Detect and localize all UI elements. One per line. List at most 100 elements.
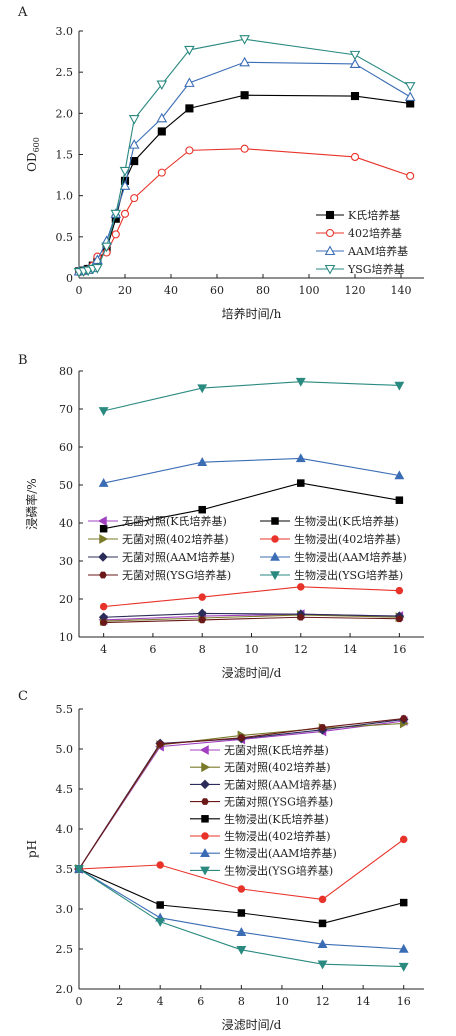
data-point <box>92 254 103 264</box>
chart-panel-b: B 10 20 30 40 50 60 70 80 4 6 8 10 12 14 16 浸滤时间/d 浸磷率/% 无… <box>18 353 424 680</box>
x-axis-label: 浸滤时间/d <box>222 1018 282 1032</box>
data-point <box>197 384 208 394</box>
legend-label: 无菌对照(K氏培养基) <box>224 743 329 757</box>
y-tick-label: 1.5 <box>56 149 74 162</box>
data-point <box>395 615 404 623</box>
data-point <box>399 835 408 844</box>
legend-label: 生物浸出(K氏培养基) <box>294 514 399 528</box>
y-tick-label: 3.5 <box>56 863 74 876</box>
panel-letter: B <box>18 353 28 368</box>
y-tick-label: 0.5 <box>56 231 74 244</box>
legend-label: 无菌对照(K氏培养基) <box>122 514 227 528</box>
panel-letter: A <box>17 5 28 20</box>
data-point <box>184 77 195 87</box>
legend-label: 生物浸出(YSG培养基) <box>224 863 333 877</box>
data-point <box>120 209 130 218</box>
legend-marker <box>200 779 210 790</box>
series-4 <box>73 35 416 278</box>
data-point <box>99 619 108 626</box>
legend-entry: 无菌对照(402培养基) <box>190 760 331 774</box>
legend-marker <box>324 264 336 275</box>
x-tick-label: 60 <box>210 284 224 297</box>
legend-entry: YSG培养基 <box>316 262 405 276</box>
x-tick-label: 100 <box>299 284 320 297</box>
legend-entry: 生物浸出(402培养基) <box>190 829 331 843</box>
data-point <box>128 139 140 149</box>
y-tick-label: 2.0 <box>56 107 74 120</box>
legend-marker <box>201 762 211 773</box>
legend-label: 无菌对照(AAM培养基) <box>122 550 235 564</box>
legend-marker <box>201 798 209 805</box>
x-tick-label: 6 <box>149 643 156 656</box>
data-point <box>318 724 327 731</box>
x-tick-label: 2 <box>116 995 123 1008</box>
legend-entry: K氏培养基 <box>316 208 400 222</box>
series-line <box>103 457 400 484</box>
data-point <box>198 616 207 624</box>
data-point <box>350 91 360 101</box>
legend-entry: 无菌对照(AAM培养基) <box>190 777 337 791</box>
data-point <box>404 82 416 92</box>
data-point <box>185 146 194 155</box>
x-axis-label: 培养时间/h <box>222 306 282 321</box>
legend: K氏培养基 402培养基 AAM培养基 YSG培养基 <box>316 208 408 276</box>
y-axis-label: 浸磷率/% <box>24 478 39 529</box>
y-tick-label: 5.5 <box>56 703 74 716</box>
y-axis-label: OD600 <box>25 137 41 172</box>
data-point <box>237 909 246 917</box>
series-line <box>103 586 400 608</box>
legend-label: AAM培养基 <box>347 244 408 258</box>
x-tick-label: 12 <box>316 995 330 1008</box>
x-tick-label: 8 <box>199 643 206 656</box>
data-point <box>236 946 247 955</box>
legend-label: 无菌对照(402培养基) <box>122 532 229 546</box>
legend-entry: 无菌对照(K氏培养基) <box>88 514 227 528</box>
data-point <box>297 479 305 487</box>
series-line <box>103 616 400 624</box>
legend-marker <box>201 815 209 823</box>
data-point <box>296 613 305 621</box>
legend-entry: 生物浸出(402培养基) <box>260 532 401 546</box>
data-point <box>297 583 305 591</box>
data-point <box>349 58 361 68</box>
series-line <box>78 868 404 950</box>
data-point <box>99 602 108 611</box>
legend-label: 无菌对照(AAM培养基) <box>224 777 337 791</box>
series-line <box>103 482 400 530</box>
legend-label: 生物浸出(K氏培养基) <box>224 812 329 826</box>
y-tick-label: 3.0 <box>56 25 74 38</box>
y-tick-label: 3.0 <box>56 903 74 916</box>
data-point <box>240 144 249 153</box>
y-tick-label: 2.0 <box>56 983 74 996</box>
x-axis-label: 浸滤时间/d <box>222 666 282 680</box>
legend-label: 生物浸出(402培养基) <box>294 532 401 546</box>
legend-marker <box>98 552 108 562</box>
data-point <box>111 230 120 239</box>
data-point <box>101 242 112 253</box>
data-point <box>237 734 246 742</box>
series-7 <box>74 863 409 953</box>
data-point <box>318 895 327 904</box>
x-tick-label: 4 <box>157 995 164 1008</box>
data-point <box>239 35 250 45</box>
data-point <box>110 209 122 220</box>
data-point <box>399 898 408 907</box>
data-point <box>128 115 140 125</box>
data-point <box>156 740 165 748</box>
x-tick-label: 14 <box>343 643 357 656</box>
data-point <box>395 586 404 595</box>
y-tick-label: 80 <box>59 365 73 378</box>
series-line <box>103 381 400 412</box>
data-point <box>317 960 328 970</box>
legend-marker <box>325 228 335 238</box>
data-point <box>406 171 415 180</box>
data-point <box>318 919 327 928</box>
data-point <box>399 715 408 722</box>
series-4 <box>98 377 405 417</box>
data-point <box>394 470 405 480</box>
legend-marker <box>270 571 280 581</box>
legend-marker <box>201 832 209 840</box>
x-tick-label: 10 <box>275 995 289 1008</box>
legend-entry: 生物浸出(AAM培养基) <box>260 550 407 564</box>
